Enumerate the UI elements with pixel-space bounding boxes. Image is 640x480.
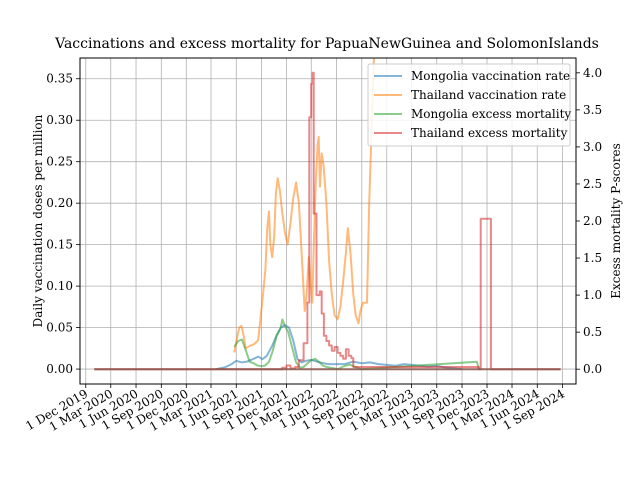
series-line-3 [94,71,561,371]
y-tick-right-label: 1.0 [583,288,602,302]
legend-label-1: Thailand vaccination rate [411,88,566,102]
chart-title: Vaccinations and excess mortality for Pa… [54,36,599,52]
y-tick-left-label: 0.00 [46,362,73,376]
y-tick-right-label: 0.0 [583,362,602,376]
y-tick-left-label: 0.10 [46,279,73,293]
grid [80,58,576,384]
legend-label-2: Mongolia excess mortality [411,107,571,121]
legend: Mongolia vaccination rate Thailand vaccin… [367,63,571,147]
series-layer [94,57,561,371]
y-tick-right-label: 1.5 [583,251,602,265]
legend-label-3: Thailand excess mortality [411,126,568,140]
series-line-1 [233,57,375,353]
y-axis-right-label: Excess mortality P-scores [609,143,623,298]
series-line-0 [216,324,463,371]
y-tick-left-label: 0.15 [46,238,73,252]
y-tick-right-label: 4.0 [583,66,602,80]
y-tick-right-label: 3.5 [583,103,602,117]
y-tick-left-label: 0.25 [46,155,73,169]
y-tick-left-label: 0.30 [46,113,73,127]
y-tick-left-label: 0.35 [46,72,73,86]
y-tick-right-label: 2.5 [583,177,602,191]
legend-label-0: Mongolia vaccination rate [411,69,570,83]
y-tick-left-label: 0.05 [46,321,73,335]
y-tick-right-label: 2.0 [583,214,602,228]
y-axis-right: 0.0 0.5 1.0 1.5 2.0 2.5 3.0 3.5 4.0 [576,66,602,376]
y-tick-right-label: 0.5 [583,325,602,339]
y-axis-left: 0.00 0.05 0.10 0.15 0.20 0.25 0.30 0.35 [46,72,80,376]
y-tick-right-label: 3.0 [583,140,602,154]
legend-box [367,63,571,147]
y-tick-left-label: 0.20 [46,196,73,210]
series-line-2 [233,318,480,371]
y-axis-left-label: Daily vaccination doses per million [31,114,45,327]
